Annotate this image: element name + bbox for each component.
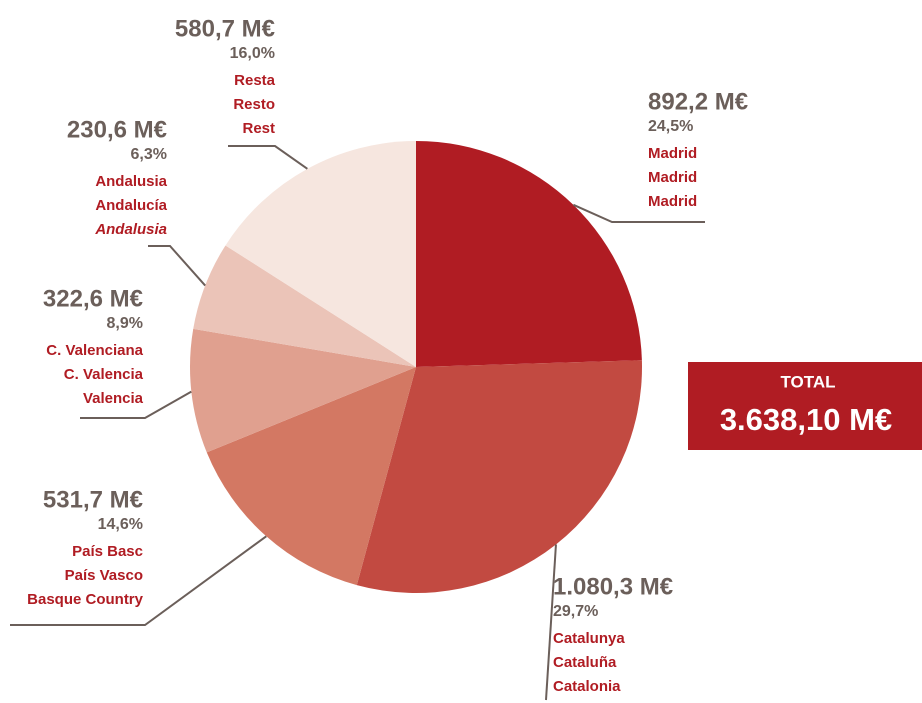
leader-line [80, 390, 192, 419]
pie-slice [206, 367, 416, 586]
value-label: 892,2 M€ [648, 88, 748, 115]
pie-slice [193, 245, 416, 367]
leader-line [545, 544, 557, 701]
category-label: País Basc [72, 543, 143, 560]
total-box [688, 362, 922, 450]
category-label-es: Andalucía [95, 197, 167, 214]
category-label: Madrid [648, 145, 697, 162]
category-label: C. Valenciana [46, 342, 143, 359]
percentage-label: 8,9% [107, 315, 143, 332]
category-label-es: Resto [233, 96, 275, 113]
category-label: Andalusia [95, 173, 167, 190]
category-label: Resta [234, 72, 276, 89]
percentage-label: 24,5% [648, 118, 693, 135]
value-label: 580,7 M€ [175, 15, 275, 42]
percentage-label: 6,3% [131, 146, 167, 163]
total-value: 3.638,10 M€ [720, 402, 892, 437]
pie-slice [416, 141, 642, 367]
value-label: 322,6 M€ [43, 285, 143, 312]
pie-slice [190, 328, 416, 453]
value-label: 1.080,3 M€ [553, 573, 673, 600]
percentage-label: 14,6% [98, 516, 143, 533]
leader-line [148, 245, 206, 287]
leader-line [572, 203, 705, 223]
percentage-label: 16,0% [230, 45, 275, 62]
value-label: 230,6 M€ [67, 116, 167, 143]
total-title: TOTAL [780, 372, 835, 391]
category-label-en: Basque Country [27, 591, 144, 608]
category-label-es: Cataluña [553, 654, 617, 671]
pie-slice [225, 141, 416, 367]
category-label-en: Catalonia [553, 678, 621, 695]
category-label-en: Madrid [648, 193, 697, 210]
leader-line [228, 145, 308, 170]
leader-line [10, 535, 267, 626]
category-label-en: Andalusia [94, 221, 167, 238]
category-label-en: Valencia [83, 390, 144, 407]
category-label-es: País Vasco [65, 567, 143, 584]
value-label: 531,7 M€ [43, 486, 143, 513]
category-label-es: C. Valencia [64, 366, 144, 383]
category-label-es: Madrid [648, 169, 697, 186]
category-label: Catalunya [553, 630, 625, 647]
percentage-label: 29,7% [553, 603, 598, 620]
pie-slice [356, 360, 643, 594]
category-label-en: Rest [242, 120, 275, 137]
